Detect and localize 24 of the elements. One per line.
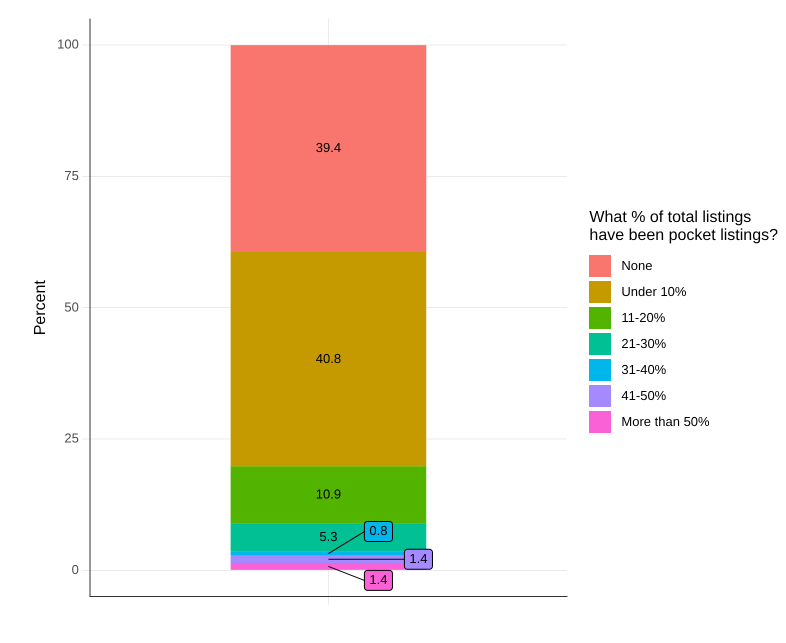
- y-tick-label: 100: [58, 36, 80, 52]
- legend-label: More than 50%: [621, 414, 710, 429]
- data-label: 39.4: [316, 140, 342, 156]
- bar: [231, 466, 427, 524]
- data-label: 40.8: [316, 350, 342, 366]
- data-label: 1.4: [410, 550, 428, 566]
- y-tick-label: 75: [64, 168, 80, 183]
- y-tick-label: 50: [64, 299, 80, 314]
- data-label: 0.8: [370, 523, 388, 538]
- legend-label: Under 10%: [621, 284, 686, 299]
- legend-title: What % of total listings have been pocket listings?: [589, 208, 778, 244]
- y-tick-label: 0: [72, 562, 80, 577]
- data-label: 1.4: [370, 572, 388, 587]
- legend-label: 31-40%: [621, 362, 666, 377]
- legend-label: 11-20%: [621, 310, 666, 325]
- data-label: 10.9: [316, 486, 342, 502]
- bar: [231, 45, 427, 252]
- bar: [231, 252, 427, 466]
- y-axis-title: Percent: [32, 280, 50, 336]
- y-tick-label: 25: [64, 430, 80, 446]
- legend-label: 41-50%: [621, 388, 666, 403]
- legend-label: 21-30%: [621, 336, 666, 351]
- legend-label: None: [621, 258, 652, 273]
- data-label: 5.3: [320, 529, 338, 544]
